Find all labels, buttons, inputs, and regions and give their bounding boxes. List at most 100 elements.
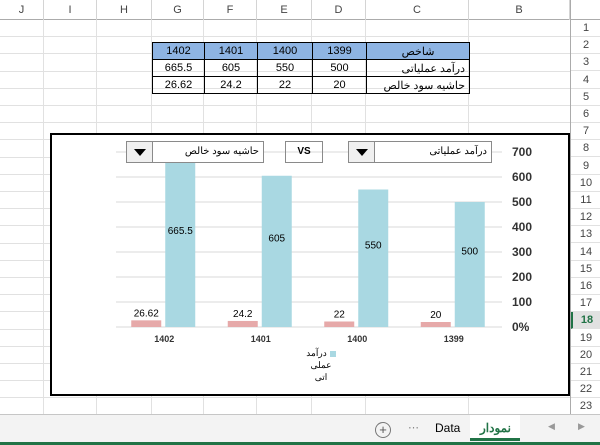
y-tick-label: 0%	[512, 320, 530, 334]
row-header[interactable]: 7	[571, 123, 600, 141]
table-cell[interactable]: 605	[204, 59, 258, 77]
add-sheet-button[interactable]: +	[375, 422, 391, 438]
metric-dropdown-right[interactable]: درآمد عملیاتی	[348, 141, 492, 163]
table-header-cell[interactable]: 1402	[152, 42, 205, 60]
chart-plot: 700 600 500 400 300 200 100 0% 665.5 26.62 1402 605…	[116, 145, 532, 344]
column-header[interactable]: D	[312, 0, 366, 20]
column-header[interactable]: C	[366, 0, 469, 20]
table-cell[interactable]: 24.2	[204, 76, 258, 94]
table-header-cell[interactable]: 1401	[204, 42, 258, 60]
table-cell[interactable]: 665.5	[152, 59, 205, 77]
row-header[interactable]: 14	[571, 244, 600, 261]
data-label: 605	[268, 233, 285, 244]
bar	[165, 160, 196, 327]
x-tick-label: 1401	[251, 334, 271, 344]
data-label: 665.5	[168, 226, 193, 237]
scroll-right-icon[interactable]: ▶	[578, 421, 585, 431]
legend-line: اتی	[314, 372, 328, 382]
row-header-bar: 123456789101112131415161718192021222324	[570, 20, 600, 414]
row-header[interactable]: 10	[571, 175, 600, 192]
dropdown-value: حاشیه سود خالص	[184, 146, 259, 157]
tab-chart[interactable]: نمودار	[470, 415, 520, 441]
tab-data[interactable]: Data	[435, 421, 461, 435]
legend-swatch	[329, 350, 336, 357]
sheet-tab-bar: + ⋯ Data نمودار ◀ ▶	[0, 414, 600, 445]
table-cell[interactable]: درآمد عملیاتی	[366, 59, 470, 77]
row-header[interactable]: 12	[571, 209, 600, 227]
row-header[interactable]: 3	[571, 54, 600, 72]
bar	[131, 320, 162, 327]
chevron-down-icon[interactable]	[127, 142, 153, 162]
chart-legend[interactable]: درآمد عملی اتی	[300, 347, 342, 383]
row-header[interactable]: 21	[571, 364, 600, 381]
bar	[358, 189, 389, 327]
row-header[interactable]: 11	[571, 192, 600, 209]
y-tick-label: 100	[512, 295, 532, 309]
chevron-down-icon[interactable]	[349, 142, 375, 162]
table-header-row: 1402 1401 1400 1399 شاخص	[152, 42, 470, 60]
row-header[interactable]: 22	[571, 381, 600, 399]
x-tick-label: 1402	[154, 334, 174, 344]
corner-cell[interactable]	[570, 0, 600, 20]
data-label: 22	[334, 310, 346, 321]
row-header[interactable]: 20	[571, 347, 600, 364]
data-label: 26.62	[134, 308, 159, 319]
bar	[227, 320, 258, 327]
table-cell[interactable]: 20	[312, 76, 367, 94]
table-header-cell[interactable]: 1400	[257, 42, 313, 60]
y-tick-label: 700	[512, 145, 532, 159]
bar	[420, 322, 451, 327]
row-header[interactable]: 17	[571, 295, 600, 313]
data-label: 550	[365, 240, 382, 251]
row-header[interactable]: 23	[571, 398, 600, 414]
column-header[interactable]: G	[152, 0, 204, 20]
table-cell[interactable]: 26.62	[152, 76, 205, 94]
row-header[interactable]: 18	[571, 312, 600, 330]
scroll-left-icon[interactable]: ◀	[548, 421, 555, 431]
row-header[interactable]: 6	[571, 106, 600, 123]
column-header[interactable]: E	[257, 0, 312, 20]
bar	[324, 321, 355, 327]
column-header[interactable]: I	[44, 0, 97, 20]
y-tick-label: 400	[512, 220, 532, 234]
row-header[interactable]: 1	[571, 20, 600, 37]
x-tick-label: 1399	[444, 334, 464, 344]
row-header[interactable]: 8	[571, 140, 600, 158]
y-tick-label: 200	[512, 270, 532, 284]
legend-line: عملی	[310, 360, 332, 370]
data-label: 20	[430, 310, 442, 321]
legend-line: درآمد	[300, 347, 342, 359]
table-header-cell[interactable]: 1399	[312, 42, 367, 60]
row-header[interactable]: 5	[571, 89, 600, 106]
column-header[interactable]: F	[204, 0, 257, 20]
dropdown-value: درآمد عملیاتی	[429, 146, 487, 157]
column-header[interactable]: J	[0, 0, 44, 20]
status-bar	[0, 442, 600, 445]
column-header[interactable]: B	[469, 0, 570, 20]
table-cell[interactable]: 550	[257, 59, 313, 77]
y-tick-label: 600	[512, 170, 532, 184]
table-cell[interactable]: حاشیه سود خالص	[366, 76, 470, 94]
row-header[interactable]: 4	[571, 72, 600, 89]
table-cell[interactable]: 500	[312, 59, 367, 77]
legend-text: درآمد	[306, 348, 327, 358]
table-row: 665.5 605 550 500 درآمد عملیاتی	[152, 59, 470, 77]
table-cell[interactable]: 22	[257, 76, 313, 94]
data-label: 500	[461, 247, 478, 258]
row-header[interactable]: 16	[571, 278, 600, 295]
table-header-cell[interactable]: شاخص	[366, 42, 470, 60]
row-header[interactable]: 13	[571, 226, 600, 244]
row-header[interactable]: 2	[571, 37, 600, 55]
row-header[interactable]: 19	[571, 330, 600, 347]
metric-dropdown-left[interactable]: حاشیه سود خالص	[126, 141, 264, 163]
y-tick-label: 300	[512, 245, 532, 259]
data-label: 24.2	[233, 309, 253, 320]
more-tabs-icon[interactable]: ⋯	[408, 422, 419, 434]
x-tick-label: 1400	[347, 334, 367, 344]
chart-object[interactable]: 700 600 500 400 300 200 100 0% 665.5 26.62 1402 605…	[50, 133, 570, 396]
column-header[interactable]: H	[97, 0, 152, 20]
row-header[interactable]: 9	[571, 158, 600, 175]
vs-label: VS	[285, 141, 323, 163]
row-header[interactable]: 15	[571, 261, 600, 278]
y-tick-label: 500	[512, 195, 532, 209]
